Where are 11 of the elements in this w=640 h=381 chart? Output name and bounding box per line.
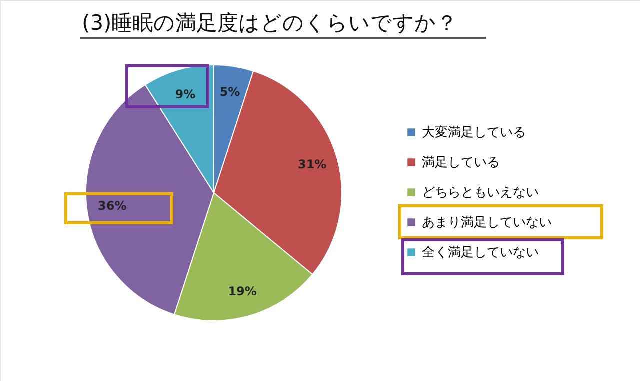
data-label: 5% xyxy=(220,84,240,99)
legend-label: 満足している xyxy=(422,156,500,170)
chart-title: (3)睡眠の満足度はどのくらいですか？ xyxy=(82,11,458,35)
legend-label: 全く満足していない xyxy=(422,246,539,260)
legend-label: どちらともいえない xyxy=(422,186,539,200)
data-label: 31% xyxy=(298,157,327,172)
legend-label: あまり満足していない xyxy=(422,216,552,230)
legend-label: 大変満足している xyxy=(422,124,526,140)
data-label: 19% xyxy=(228,284,257,298)
data-label: 36% xyxy=(98,198,127,213)
data-label: 9% xyxy=(175,88,196,102)
